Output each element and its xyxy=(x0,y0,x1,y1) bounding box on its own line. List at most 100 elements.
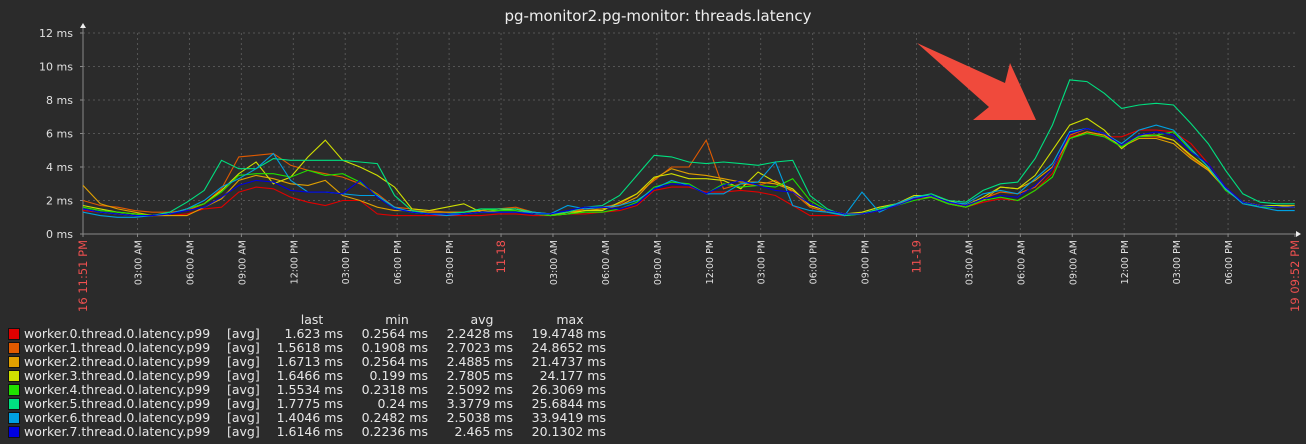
series-name: worker.0.thread.0.latency.p99 xyxy=(24,326,211,341)
series-avg: 2.2428 ms xyxy=(446,326,513,341)
series-avg: 2.465 ms xyxy=(454,424,513,439)
x-tick-label: 03:00 AM xyxy=(549,240,560,285)
x-tick-label: 12:00 PM xyxy=(705,240,716,284)
legend-item[interactable]: worker.4.thread.0.latency.p99 [avg] 1.55… xyxy=(0,382,640,397)
series-last: 1.623 ms xyxy=(284,326,343,341)
series-last: 1.4046 ms xyxy=(276,410,343,425)
legend-item[interactable]: worker.5.thread.0.latency.p99 [avg] 1.77… xyxy=(0,396,640,411)
series-line-worker-5 xyxy=(82,79,1295,217)
series-line-worker-4 xyxy=(82,131,1295,217)
x-tick-label: 12:00 PM xyxy=(1120,240,1131,284)
series-max: 25.6844 ms xyxy=(531,396,606,411)
x-tick-label: 09:00 PM xyxy=(861,240,872,284)
x-tick-label: 09:00 AM xyxy=(1068,240,1079,285)
series-last: 1.6713 ms xyxy=(276,354,343,369)
series-max: 20.1302 ms xyxy=(531,424,606,439)
series-max: 33.9419 ms xyxy=(531,410,606,425)
series-line-worker-7 xyxy=(82,127,1295,217)
y-tick-label: 6 ms xyxy=(46,128,73,141)
chart-title: pg-monitor2.pg-monitor: threads.latency xyxy=(504,7,811,25)
legend-item[interactable]: worker.7.thread.0.latency.p99 [avg] 1.61… xyxy=(0,424,640,439)
series-max: 19.4748 ms xyxy=(531,326,606,341)
series-color-swatch xyxy=(8,398,20,410)
series-name: worker.6.thread.0.latency.p99 xyxy=(24,410,211,425)
legend-item[interactable]: worker.1.thread.0.latency.p99 [avg] 1.56… xyxy=(0,340,640,355)
series-max: 21.4737 ms xyxy=(531,354,606,369)
latency-chart: pg-monitor2.pg-monitor: threads.latency … xyxy=(39,7,1302,312)
x-axis: 11/16 11:51 PM 03:00 AM 06:00 AM 09:00 AM 12… xyxy=(76,231,1302,312)
x-tick-label: 06:00 AM xyxy=(601,240,612,285)
series-min: 0.2236 ms xyxy=(361,424,428,439)
series-function: [avg] xyxy=(227,368,260,383)
annotation-arrow xyxy=(917,43,1036,120)
grid xyxy=(83,32,1295,234)
y-tick-label: 0 ms xyxy=(46,228,73,241)
x-tick-label: 06:00 PM xyxy=(809,240,820,284)
series-function: [avg] xyxy=(227,340,260,355)
x-tick-label: 06:00 AM xyxy=(185,240,196,285)
series-min: 0.2482 ms xyxy=(361,410,428,425)
series-last: 1.5618 ms xyxy=(276,340,343,355)
series-max: 24.177 ms xyxy=(539,368,606,383)
series-line-worker-3 xyxy=(82,117,1295,217)
series-function: [avg] xyxy=(227,354,260,369)
x-tick-label: 06:00 AM xyxy=(1016,240,1027,285)
x-tick-label: 11-18 xyxy=(494,240,508,273)
legend-header-last: last xyxy=(300,312,324,327)
series-last: 1.6466 ms xyxy=(276,368,343,383)
x-tick-label: 06:00 PM xyxy=(1224,240,1235,284)
y-axis: 0 ms 2 ms 4 ms 6 ms 8 ms 10 ms 12 ms xyxy=(39,23,86,241)
legend-item[interactable]: worker.2.thread.0.latency.p99 [avg] 1.67… xyxy=(0,354,640,369)
series-function: [avg] xyxy=(227,424,260,439)
series-last: 1.6146 ms xyxy=(276,424,343,439)
series-max: 26.3069 ms xyxy=(531,382,606,397)
y-tick-label: 12 ms xyxy=(39,27,73,40)
series-name: worker.2.thread.0.latency.p99 xyxy=(24,354,211,369)
series-avg: 2.5092 ms xyxy=(446,382,513,397)
x-tick-label: 09:00 PM xyxy=(445,240,456,284)
x-tick-label: 11-19 xyxy=(909,240,923,273)
series-function: [avg] xyxy=(227,382,260,397)
series-lines xyxy=(82,79,1295,218)
series-min: 0.2564 ms xyxy=(361,326,428,341)
series-line-worker-2 xyxy=(82,131,1295,217)
series-function: [avg] xyxy=(227,326,260,341)
series-name: worker.7.thread.0.latency.p99 xyxy=(24,424,211,439)
series-min: 0.2564 ms xyxy=(361,354,428,369)
series-min: 0.199 ms xyxy=(369,368,428,383)
series-name: worker.3.thread.0.latency.p99 xyxy=(24,368,211,383)
x-tick-label: 03:00 AM xyxy=(964,240,975,285)
x-tick-label: 12:00 PM xyxy=(289,240,300,284)
y-axis-arrow-icon xyxy=(80,23,86,28)
x-tick-label: 06:00 PM xyxy=(393,240,404,284)
series-min: 0.24 ms xyxy=(377,396,429,411)
series-avg: 2.5038 ms xyxy=(446,410,513,425)
legend-item[interactable]: worker.3.thread.0.latency.p99 [avg] 1.64… xyxy=(0,368,640,383)
legend-item[interactable]: worker.6.thread.0.latency.p99 [avg] 1.40… xyxy=(0,410,640,425)
series-function: [avg] xyxy=(227,410,260,425)
legend-header-max: max xyxy=(556,312,584,327)
series-color-swatch xyxy=(8,342,20,354)
series-avg: 2.7805 ms xyxy=(446,368,513,383)
y-tick-label: 4 ms xyxy=(46,161,73,174)
legend-item[interactable]: worker.0.thread.0.latency.p99 [avg] 1.62… xyxy=(0,326,640,341)
series-min: 0.1908 ms xyxy=(361,340,428,355)
series-color-swatch xyxy=(8,356,20,368)
series-avg: 2.4885 ms xyxy=(446,354,513,369)
x-axis-arrow-icon xyxy=(1296,231,1301,237)
y-tick-label: 2 ms xyxy=(46,195,73,208)
y-tick-label: 8 ms xyxy=(46,94,73,107)
series-avg: 2.7023 ms xyxy=(446,340,513,355)
series-color-swatch xyxy=(8,328,20,340)
x-tick-label: 11/16 11:51 PM xyxy=(76,240,90,312)
series-function: [avg] xyxy=(227,396,260,411)
x-tick-label: 03:00 PM xyxy=(341,240,352,284)
x-tick-label: 03:00 PM xyxy=(757,240,768,284)
series-color-swatch xyxy=(8,412,20,424)
series-color-swatch xyxy=(8,426,20,438)
series-name: worker.5.thread.0.latency.p99 xyxy=(24,396,211,411)
series-name: worker.1.thread.0.latency.p99 xyxy=(24,340,211,355)
series-last: 1.5534 ms xyxy=(276,382,343,397)
series-min: 0.2318 ms xyxy=(361,382,428,397)
y-tick-label: 10 ms xyxy=(39,61,73,74)
